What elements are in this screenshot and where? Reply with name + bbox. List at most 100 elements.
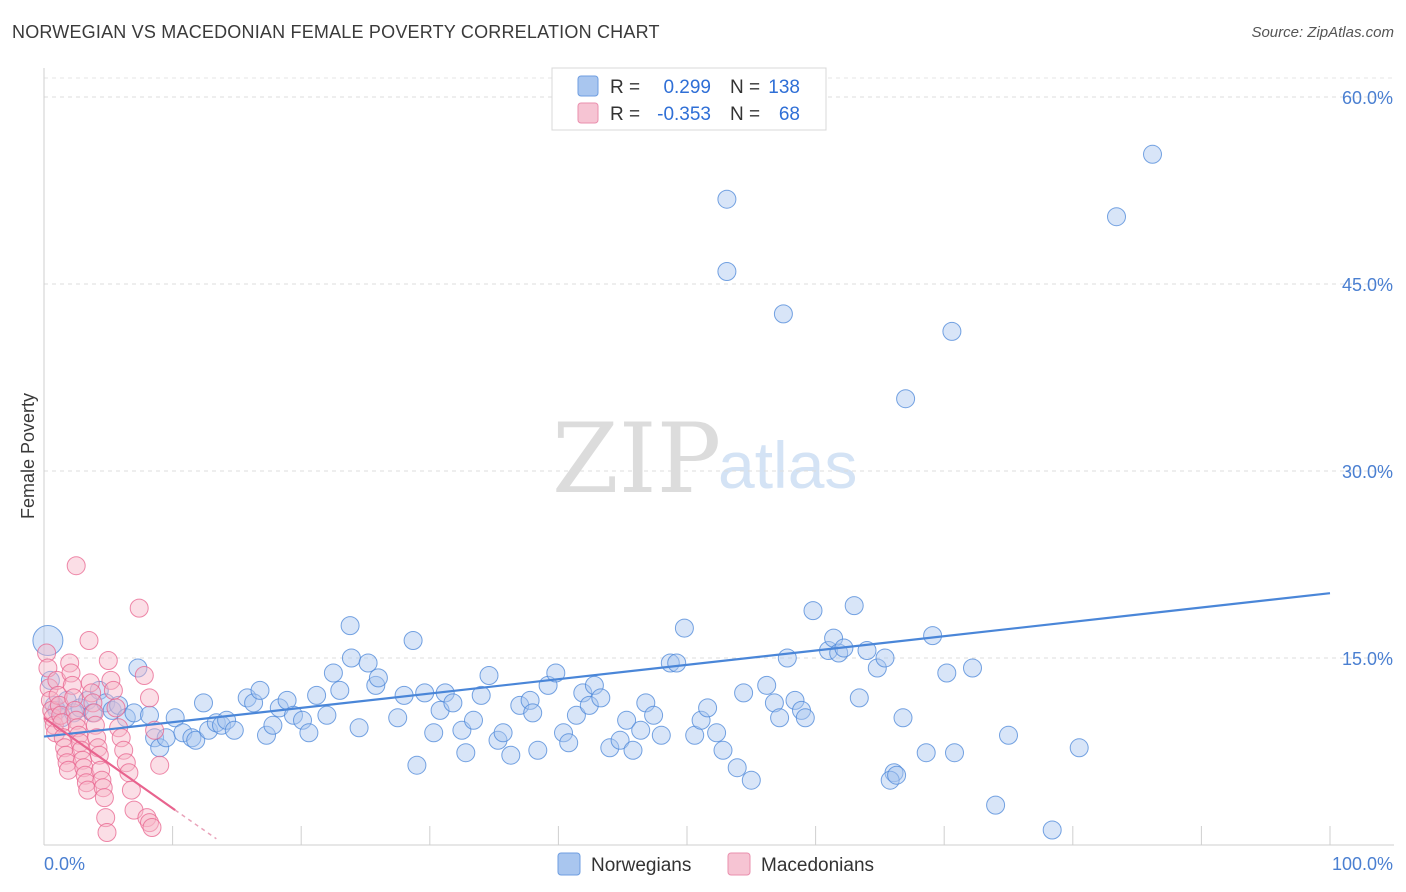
norwegian-point-126 (937, 663, 957, 683)
norwegian-point-108 (795, 708, 815, 728)
norwegian-point-35 (263, 715, 283, 735)
macedonian-point-11 (51, 705, 71, 725)
macedonian-point-51 (106, 698, 126, 718)
chart-title: NORWEGIAN VS MACEDONIAN FEMALE POVERTY C… (12, 22, 660, 42)
macedonian-point-66 (140, 813, 159, 833)
norwegian-point-97 (717, 262, 737, 281)
trend-lines (43, 592, 1331, 840)
norwegian-point-78 (579, 695, 599, 715)
norwegian-point-94 (698, 698, 718, 718)
norwegian-point-67 (501, 745, 521, 765)
norwegian-point-84 (623, 740, 643, 760)
norwegian-point-47 (349, 718, 369, 738)
macedonian-point-9 (48, 685, 68, 705)
macedonian-point-35 (82, 683, 102, 703)
norwegian-point-93 (691, 710, 711, 730)
norwegian-point-13 (109, 695, 129, 715)
norwegian-point-54 (407, 755, 427, 775)
macedonian-point-64 (66, 556, 86, 576)
norwegian-point-123 (896, 389, 916, 409)
norwegian-point-59 (443, 693, 463, 713)
legend-swatch-macedonians (577, 102, 599, 124)
norwegian-point-85 (631, 720, 651, 740)
norwegian-point-0 (32, 625, 64, 656)
norwegian-point-41 (307, 685, 327, 705)
macedonian-point-18 (60, 653, 80, 673)
norwegian-point-125 (923, 626, 943, 646)
norwegian-point-128 (942, 321, 962, 341)
norwegian-point-79 (584, 675, 604, 695)
macedonian-point-48 (98, 651, 118, 670)
norwegian-point-2 (44, 695, 64, 715)
norwegian-point-40 (299, 723, 319, 743)
norwegian-point-102 (764, 693, 784, 713)
norwegian-point-91 (674, 618, 694, 638)
norwegian-point-38 (284, 705, 303, 725)
norwegian-point-43 (323, 663, 343, 683)
norwegian-point-136 (717, 189, 737, 209)
norwegian-point-95 (707, 723, 727, 743)
norwegian-point-127 (945, 743, 964, 763)
macedonian-point-67 (142, 818, 162, 837)
y-tick-label-15: 15.0% (1342, 649, 1393, 669)
norwegian-point-100 (741, 770, 761, 790)
norwegian-point-115 (849, 688, 869, 708)
legend-r-value-1: 0.299 (663, 77, 711, 98)
macedonian-point-46 (96, 808, 116, 828)
norwegian-point-109 (803, 601, 823, 621)
macedonian-point-36 (83, 693, 103, 713)
legend-n-value-2: 68 (779, 104, 800, 125)
norwegian-point-99 (734, 683, 754, 703)
macedonians-trend-extension (174, 809, 217, 840)
norwegians-trend-line (43, 592, 1331, 738)
macedonians-trend-line (43, 716, 176, 811)
macedonian-point-57 (121, 780, 141, 800)
x-tick-min: 0.0% (44, 854, 85, 874)
norwegian-point-19 (150, 738, 170, 758)
norwegian-point-51 (388, 708, 408, 728)
norwegian-point-25 (194, 693, 213, 713)
norwegian-point-50 (368, 668, 388, 688)
norwegian-point-101 (757, 675, 777, 695)
y-tick-label-45: 45.0% (1342, 275, 1393, 295)
norwegian-point-44 (330, 680, 350, 700)
norwegian-point-129 (963, 658, 982, 678)
legend-n-label-2: N = (730, 104, 760, 125)
norwegian-point-74 (554, 723, 573, 743)
macedonian-point-23 (66, 710, 86, 730)
norwegian-point-124 (916, 743, 936, 763)
norwegian-point-111 (824, 628, 844, 648)
norwegian-point-16 (128, 658, 148, 678)
bottom-label-macedonians: Macedonians (761, 855, 874, 876)
norwegian-point-105 (777, 648, 797, 668)
watermark-atlas: atlas (718, 428, 857, 502)
macedonian-point-19 (61, 663, 81, 683)
macedonian-point-29 (74, 758, 94, 778)
norwegian-point-63 (471, 685, 491, 705)
norwegian-point-73 (546, 663, 566, 683)
norwegian-point-1 (40, 670, 60, 690)
norwegian-point-75 (559, 733, 579, 753)
norwegian-point-46 (341, 648, 361, 668)
norwegian-point-45 (340, 616, 360, 636)
norwegian-point-135 (1143, 144, 1162, 164)
norwegian-point-132 (1042, 820, 1062, 840)
norwegian-point-33 (250, 680, 270, 700)
macedonian-point-59 (129, 598, 149, 618)
macedonian-point-60 (134, 666, 154, 685)
norwegian-point-53 (403, 631, 423, 650)
norwegian-point-24 (186, 730, 206, 750)
watermark-zip: ZIP (552, 403, 721, 515)
macedonian-point-14 (55, 738, 75, 758)
norwegian-point-48 (358, 653, 378, 673)
norwegian-point-39 (293, 710, 312, 730)
norwegian-point-70 (523, 703, 543, 723)
grid-lines (44, 77, 1394, 659)
source-label: Source: ZipAtlas.com (1251, 24, 1394, 41)
norwegian-point-122 (893, 708, 913, 728)
macedonian-point-54 (114, 740, 134, 760)
norwegian-point-77 (573, 683, 593, 703)
norwegian-point-34 (257, 725, 276, 745)
macedonian-point-32 (78, 780, 98, 800)
